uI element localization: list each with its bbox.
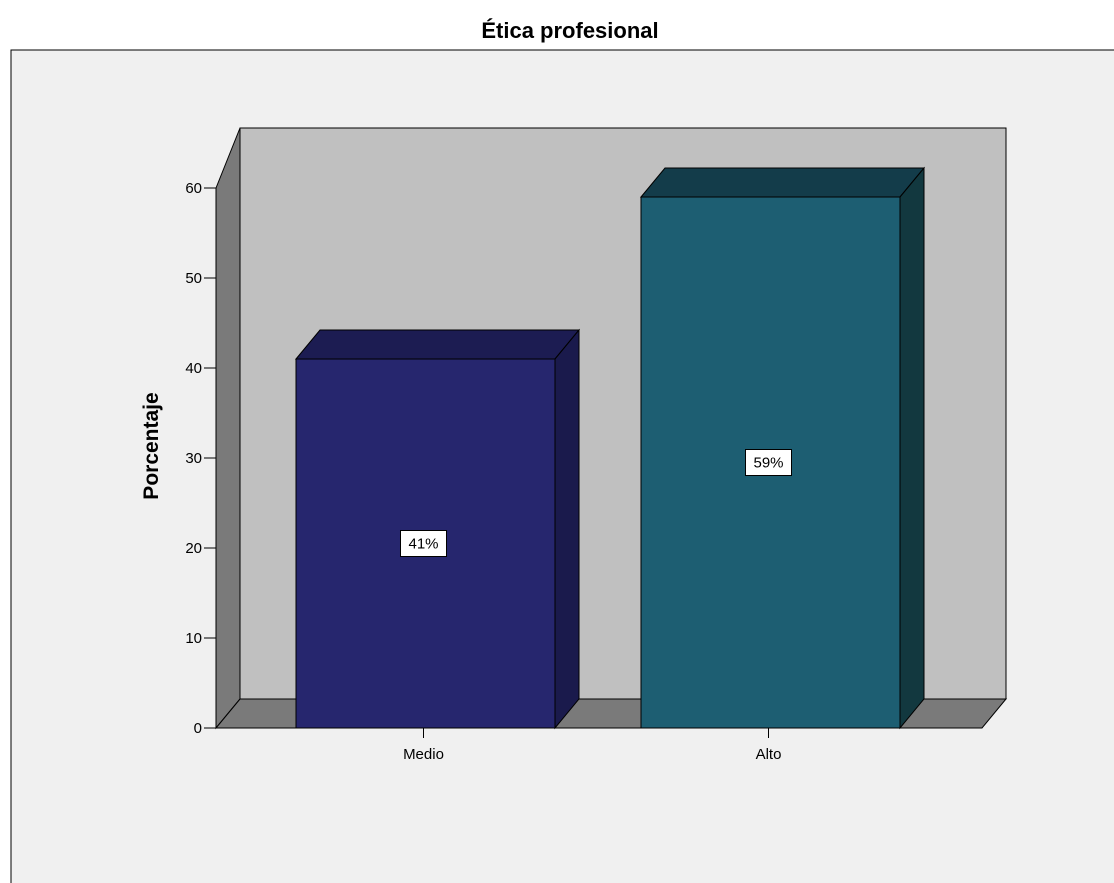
y-axis-label: Porcentaje [140,392,163,499]
y-tick-label: 60 [185,180,202,197]
data-label: 59% [753,455,783,472]
bar-top [294,329,581,360]
y-tick-label: 40 [185,360,202,377]
y-tick-label: 10 [185,630,202,647]
side-wall [215,127,241,730]
bar-side [899,166,925,730]
bar-medio: 41% [294,328,581,730]
data-label-box [400,530,447,557]
bar-alto: 59% [639,166,926,730]
data-label: 41% [408,536,438,553]
bar-side [554,328,580,730]
plot-area: 0 10 20 30 40 50 60 41% Medio 59% Alto [185,127,1008,763]
x-tick-label: Medio [403,746,444,763]
x-tick-label: Alto [756,746,782,763]
data-label-box [745,449,792,476]
y-tick-label: 20 [185,540,202,557]
y-tick-label: 0 [194,720,202,737]
y-tick-label: 50 [185,270,202,287]
y-tick-label: 30 [185,450,202,467]
bar-top [639,167,926,198]
chart-title: Ética profesional [481,18,658,43]
